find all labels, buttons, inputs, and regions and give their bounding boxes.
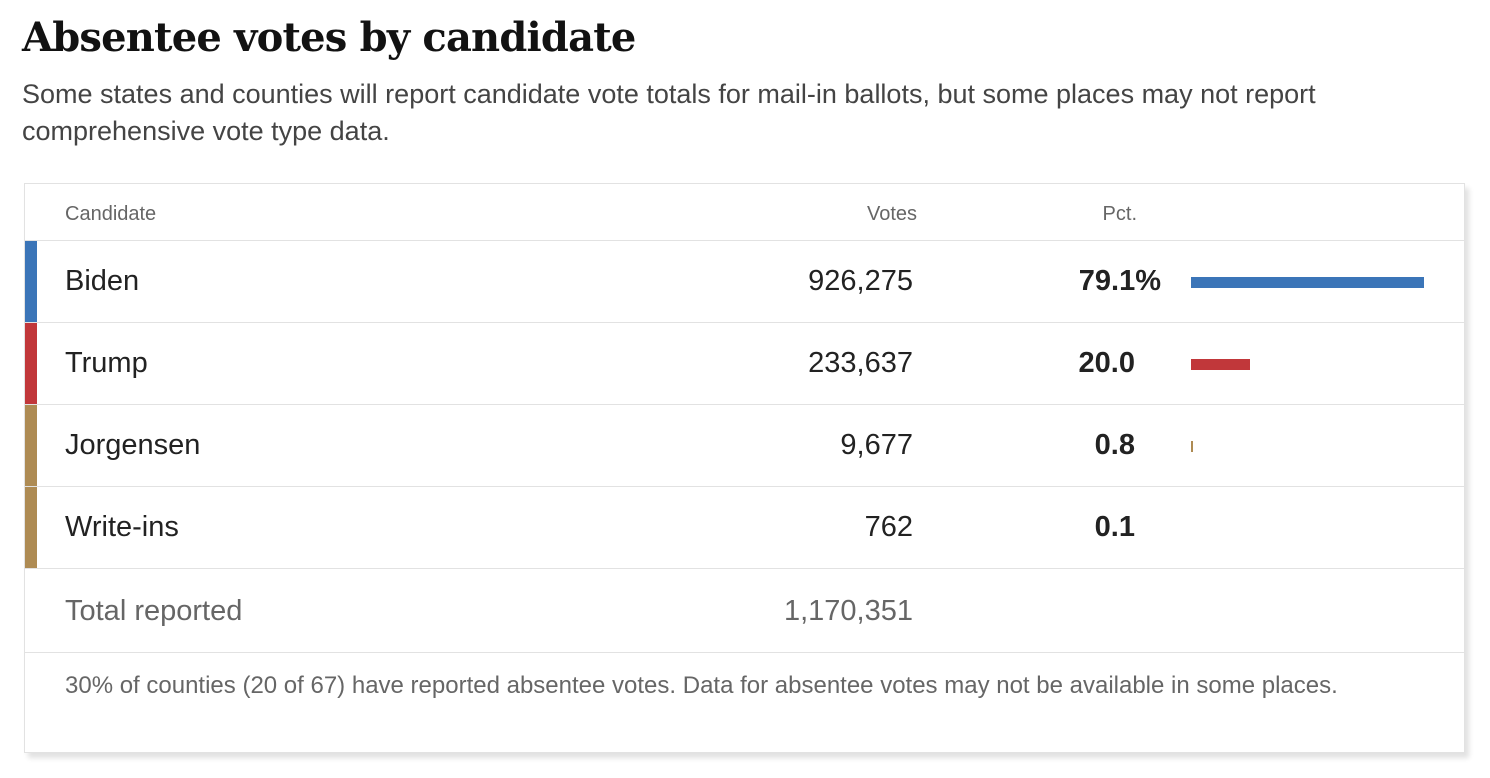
candidate-name: Trump	[65, 347, 148, 379]
share-bar-track	[1191, 523, 1427, 534]
candidate-color-swatch	[25, 405, 37, 486]
candidate-name: Jorgensen	[65, 429, 201, 461]
table-row: Trump 233,637 20.0	[25, 323, 1464, 405]
page-title: Absentee votes by candidate	[22, 14, 636, 61]
header-votes: Votes	[866, 203, 917, 225]
table-row: Jorgensen 9,677 0.8	[25, 405, 1464, 487]
total-votes: 1,170,351	[783, 595, 913, 627]
candidate-votes: 762	[864, 511, 913, 543]
header-candidate: Candidate	[65, 203, 157, 225]
header-pct: Pct.	[1102, 203, 1137, 225]
table-header: Candidate Votes Pct.	[25, 184, 1464, 241]
candidate-name: Write-ins	[65, 511, 179, 543]
candidate-name: Biden	[65, 265, 140, 297]
share-bar	[1191, 441, 1194, 452]
candidate-pct: 79.1%	[1078, 265, 1161, 297]
candidate-pct: 0.1	[1094, 511, 1135, 543]
share-bar	[1191, 359, 1250, 370]
candidate-pct: 20.0	[1078, 347, 1135, 379]
total-label: Total reported	[65, 595, 243, 627]
candidate-pct: 0.8	[1094, 429, 1135, 461]
page-subtitle: Some states and counties will report can…	[22, 79, 1316, 146]
share-bar-track	[1191, 277, 1427, 288]
candidate-votes: 9,677	[840, 429, 913, 461]
candidate-votes: 926,275	[808, 265, 913, 297]
candidate-color-swatch	[25, 241, 37, 322]
candidate-color-swatch	[25, 323, 37, 404]
total-row: Total reported 1,170,351	[25, 571, 1464, 653]
candidate-votes: 233,637	[808, 347, 913, 379]
table-row: Write-ins 762 0.1	[25, 487, 1464, 569]
share-bar	[1191, 277, 1425, 288]
share-bar-track	[1191, 441, 1427, 452]
footnote: 30% of counties (20 of 67) have reported…	[65, 672, 1338, 699]
results-table: Candidate Votes Pct. Biden 926,275 79.1%…	[24, 183, 1465, 753]
candidate-color-swatch	[25, 487, 37, 568]
share-bar-track	[1191, 359, 1427, 370]
table-row: Biden 926,275 79.1%	[25, 241, 1464, 323]
